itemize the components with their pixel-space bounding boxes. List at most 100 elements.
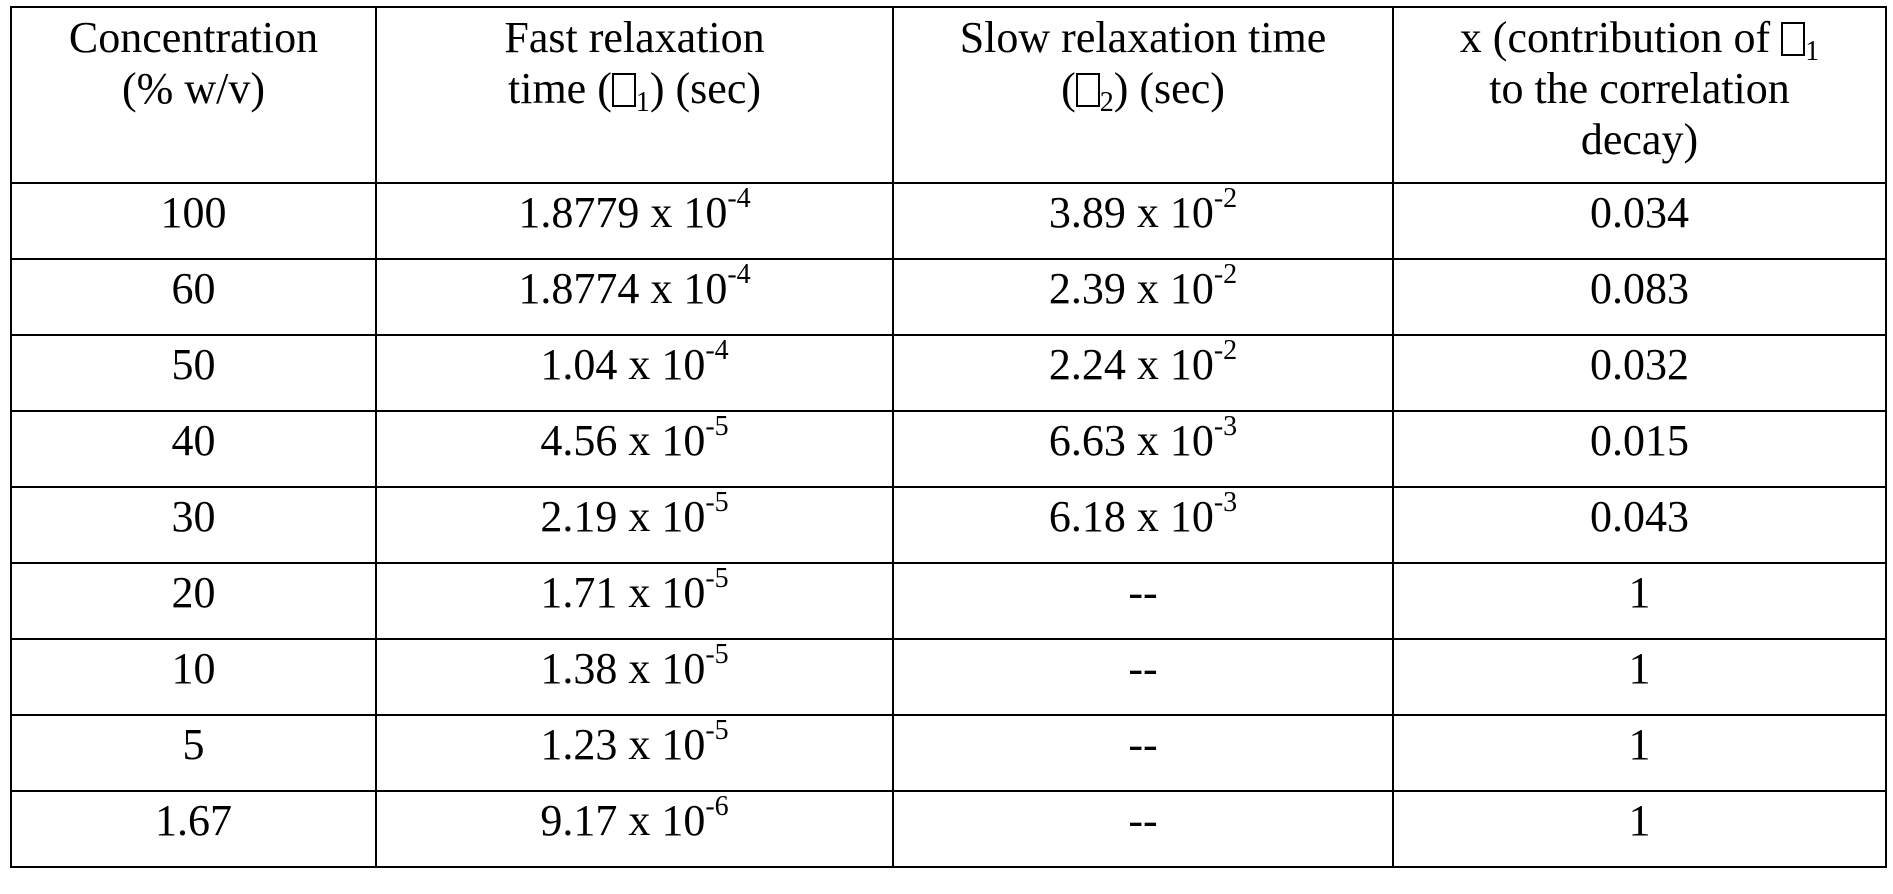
slow-exponent: -2: [1214, 183, 1237, 214]
fast-mantissa: 1.71 x 10: [540, 568, 705, 617]
x-value: 1: [1629, 568, 1651, 617]
cell-fast-relaxation: 1.8774 x 10-4: [376, 259, 893, 335]
concentration-value: 30: [172, 492, 216, 541]
fast-exponent: -5: [705, 411, 728, 442]
cell-fast-relaxation: 1.8779 x 10-4: [376, 183, 893, 259]
header-concentration-line1: Concentration: [69, 13, 318, 62]
header-x-pre: x (contribution of: [1460, 13, 1781, 62]
cell-slow-relaxation: --: [893, 715, 1393, 791]
missing-glyph-icon: [1076, 73, 1100, 107]
header-fast-post: ) (sec): [650, 64, 761, 113]
slow-exponent: -3: [1214, 487, 1237, 518]
cell-concentration: 5: [11, 715, 376, 791]
header-x-line2: to the correlation: [1489, 64, 1790, 113]
slow-mantissa: 2.39 x 10: [1049, 264, 1214, 313]
fast-mantissa: 2.19 x 10: [540, 492, 705, 541]
table-row: 5 1.23 x 10-5 -- 1: [11, 715, 1886, 791]
table-row: 1.67 9.17 x 10-6 -- 1: [11, 791, 1886, 867]
fast-mantissa: 9.17 x 10: [540, 796, 705, 845]
fast-exponent: -6: [705, 791, 728, 822]
table-container: Concentration (% w/v) Fast relaxation ti…: [10, 6, 1887, 868]
table-row: 302.19 x 10-56.18 x 10-30.043: [11, 487, 1886, 563]
fast-exponent: -5: [705, 487, 728, 518]
cell-slow-relaxation: --: [893, 639, 1393, 715]
concentration-value: 1.67: [155, 796, 232, 845]
x-value: 0.083: [1590, 264, 1689, 313]
cell-slow-relaxation: 6.63 x 10-3: [893, 411, 1393, 487]
table-row: 404.56 x 10-56.63 x 10-30.015: [11, 411, 1886, 487]
fast-mantissa: 1.23 x 10: [540, 720, 705, 769]
x-value: 1: [1629, 644, 1651, 693]
slow-mantissa: --: [1128, 796, 1157, 845]
cell-fast-relaxation: 2.19 x 10-5: [376, 487, 893, 563]
concentration-value: 20: [172, 568, 216, 617]
header-x-contribution: x (contribution of 1 to the correlation …: [1393, 7, 1886, 183]
slow-mantissa: --: [1128, 644, 1157, 693]
slow-mantissa: 2.24 x 10: [1049, 340, 1214, 389]
relaxation-time-table: Concentration (% w/v) Fast relaxation ti…: [10, 6, 1887, 868]
slow-mantissa: 6.63 x 10: [1049, 416, 1214, 465]
concentration-value: 5: [183, 720, 205, 769]
cell-fast-relaxation: 1.23 x 10-5: [376, 715, 893, 791]
cell-x-contribution: 1: [1393, 563, 1886, 639]
header-x-sub: 1: [1805, 36, 1819, 67]
header-slow-sub: 2: [1100, 87, 1114, 118]
fast-mantissa: 1.8774 x 10: [518, 264, 727, 313]
header-fast-pre: time (: [508, 64, 612, 113]
header-slow-line1: Slow relaxation time: [960, 13, 1327, 62]
cell-concentration: 40: [11, 411, 376, 487]
missing-glyph-icon: [612, 73, 636, 107]
cell-concentration: 50: [11, 335, 376, 411]
concentration-value: 40: [172, 416, 216, 465]
fast-exponent: -5: [705, 563, 728, 594]
slow-mantissa: 6.18 x 10: [1049, 492, 1214, 541]
cell-fast-relaxation: 1.38 x 10-5: [376, 639, 893, 715]
fast-exponent: -5: [705, 639, 728, 670]
cell-slow-relaxation: 2.39 x 10-2: [893, 259, 1393, 335]
slow-exponent: -2: [1214, 259, 1237, 290]
cell-slow-relaxation: 6.18 x 10-3: [893, 487, 1393, 563]
header-fast-sub: 1: [636, 87, 650, 118]
slow-mantissa: 3.89 x 10: [1049, 188, 1214, 237]
fast-mantissa: 1.38 x 10: [540, 644, 705, 693]
header-concentration: Concentration (% w/v): [11, 7, 376, 183]
x-value: 1: [1629, 720, 1651, 769]
cell-x-contribution: 1: [1393, 715, 1886, 791]
fast-exponent: -4: [705, 335, 728, 366]
fast-exponent: -4: [727, 183, 750, 214]
cell-concentration: 20: [11, 563, 376, 639]
cell-x-contribution: 1: [1393, 639, 1886, 715]
header-slow-post: ) (sec): [1114, 64, 1225, 113]
x-value: 0.043: [1590, 492, 1689, 541]
missing-glyph-icon: [1781, 22, 1805, 56]
cell-concentration: 1.67: [11, 791, 376, 867]
cell-slow-relaxation: --: [893, 563, 1393, 639]
x-value: 0.015: [1590, 416, 1689, 465]
x-value: 1: [1629, 796, 1651, 845]
header-slow-relaxation: Slow relaxation time (2) (sec): [893, 7, 1393, 183]
header-row: Concentration (% w/v) Fast relaxation ti…: [11, 7, 1886, 183]
cell-fast-relaxation: 4.56 x 10-5: [376, 411, 893, 487]
slow-mantissa: --: [1128, 720, 1157, 769]
table-row: 101.38 x 10-5--1: [11, 639, 1886, 715]
concentration-value: 50: [172, 340, 216, 389]
cell-concentration: 100: [11, 183, 376, 259]
cell-slow-relaxation: --: [893, 791, 1393, 867]
table-row: 1001.8779 x 10-43.89 x 10-20.034: [11, 183, 1886, 259]
fast-exponent: -5: [705, 715, 728, 746]
cell-fast-relaxation: 1.71 x 10-5: [376, 563, 893, 639]
cell-concentration: 10: [11, 639, 376, 715]
cell-x-contribution: 0.032: [1393, 335, 1886, 411]
header-concentration-line2: (% w/v): [122, 64, 265, 113]
cell-fast-relaxation: 1.04 x 10-4: [376, 335, 893, 411]
table-row: 601.8774 x 10-42.39 x 10-20.083: [11, 259, 1886, 335]
concentration-value: 100: [161, 188, 227, 237]
concentration-value: 60: [172, 264, 216, 313]
cell-slow-relaxation: 3.89 x 10-2: [893, 183, 1393, 259]
header-fast-line1: Fast relaxation: [504, 13, 764, 62]
cell-slow-relaxation: 2.24 x 10-2: [893, 335, 1393, 411]
fast-mantissa: 4.56 x 10: [540, 416, 705, 465]
header-x-line3: decay): [1581, 115, 1698, 164]
cell-concentration: 60: [11, 259, 376, 335]
table-body: 1001.8779 x 10-43.89 x 10-20.034601.8774…: [11, 183, 1886, 867]
